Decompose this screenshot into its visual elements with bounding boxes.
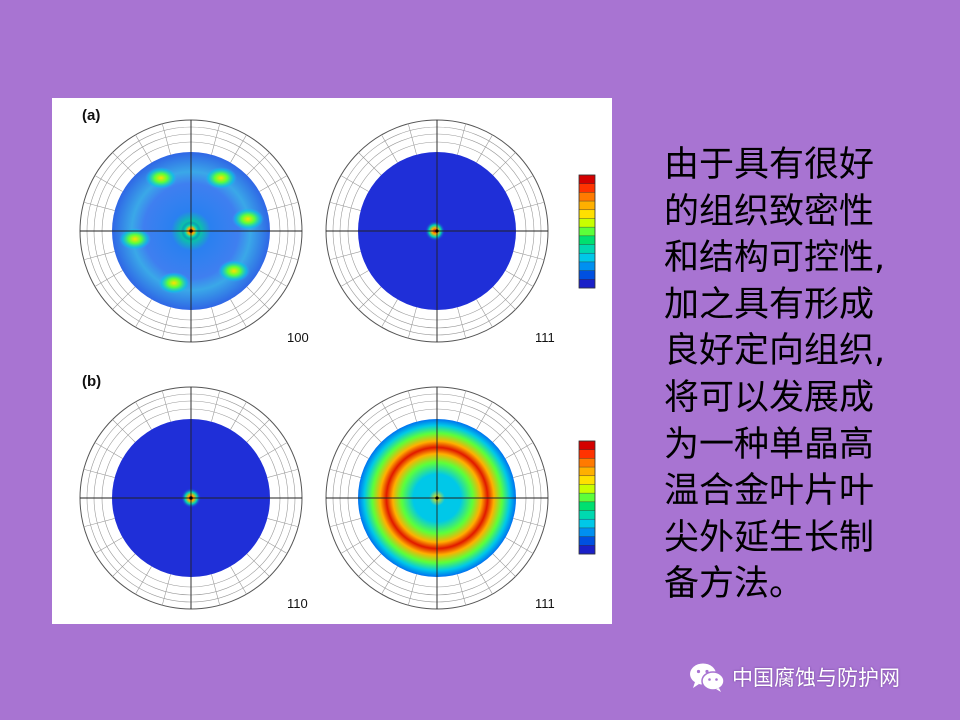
colorbar-segment — [579, 475, 595, 485]
colorbar-segment — [579, 253, 595, 263]
colorbar-segment — [579, 536, 595, 546]
panel-label-a: (a) — [82, 107, 100, 124]
watermark: 中国腐蚀与防护网 — [688, 657, 900, 697]
colorbar-segment — [579, 279, 595, 289]
wechat-icon — [690, 663, 725, 692]
colorbar-segment — [579, 484, 595, 494]
colorbar-segment — [579, 209, 595, 219]
watermark-text: 中国腐蚀与防护网 — [732, 666, 900, 690]
description-line: 为一种单晶高 — [664, 424, 875, 465]
pole-figure-image: (a) (b) 100 111 110 111 — [52, 98, 612, 624]
colorbar-segment — [579, 227, 595, 237]
colorbar-segment — [579, 235, 595, 245]
description-line: 由于具有很好 — [664, 145, 875, 185]
colorbar-segment — [579, 441, 595, 450]
description-line: 备方法。 — [664, 564, 805, 605]
colorbar-segment — [579, 449, 595, 459]
description-line: 将可以发展成 — [664, 377, 875, 418]
colorbar-segment — [579, 270, 595, 280]
colorbar-segment — [579, 218, 595, 228]
description-line: 的组织致密性 — [664, 191, 875, 232]
colorbar-segment — [579, 458, 595, 468]
colorbar-segment — [579, 183, 595, 193]
colorbar-segment — [579, 175, 595, 184]
description-line: 和结构可控性, — [664, 238, 886, 279]
colorbar-segment — [579, 192, 595, 202]
colorbar-segment — [579, 501, 595, 511]
colorbar-segment — [579, 244, 595, 254]
colorbar-segment — [579, 201, 595, 211]
pole-figure-label-111-b: 111 — [535, 596, 555, 611]
description-line: 加之具有形成 — [664, 284, 875, 325]
colorbar-segment — [579, 510, 595, 520]
colorbar-b — [578, 440, 596, 555]
colorbar-segment — [579, 519, 595, 529]
pole-figure-label-111-a: 111 — [535, 330, 555, 345]
description-line: 良好定向组织, — [664, 331, 886, 372]
colorbar-segment — [579, 261, 595, 271]
description-text: 由于具有很好 的组织致密性 和结构可控性, 加之具有形成 良好定向组织, 将可以发展成 为一… — [664, 142, 954, 608]
colorbar-segment — [579, 527, 595, 537]
description-line: 尖外延生长制 — [664, 517, 875, 558]
colorbar-segment — [579, 545, 595, 555]
pole-figure-111-b — [325, 386, 549, 610]
description-line: 温合金叶片叶 — [664, 471, 875, 512]
colorbar-segment — [579, 467, 595, 477]
panel-label-b: (b) — [82, 373, 101, 390]
pole-figure-label-100: 100 — [287, 330, 309, 345]
pole-figure-label-110: 110 — [287, 596, 308, 611]
pole-figure-111-a — [325, 119, 549, 343]
pole-figure-100 — [79, 119, 303, 343]
pole-figure-110 — [79, 386, 303, 610]
colorbar-a — [578, 174, 596, 289]
colorbar-segment — [579, 493, 595, 503]
